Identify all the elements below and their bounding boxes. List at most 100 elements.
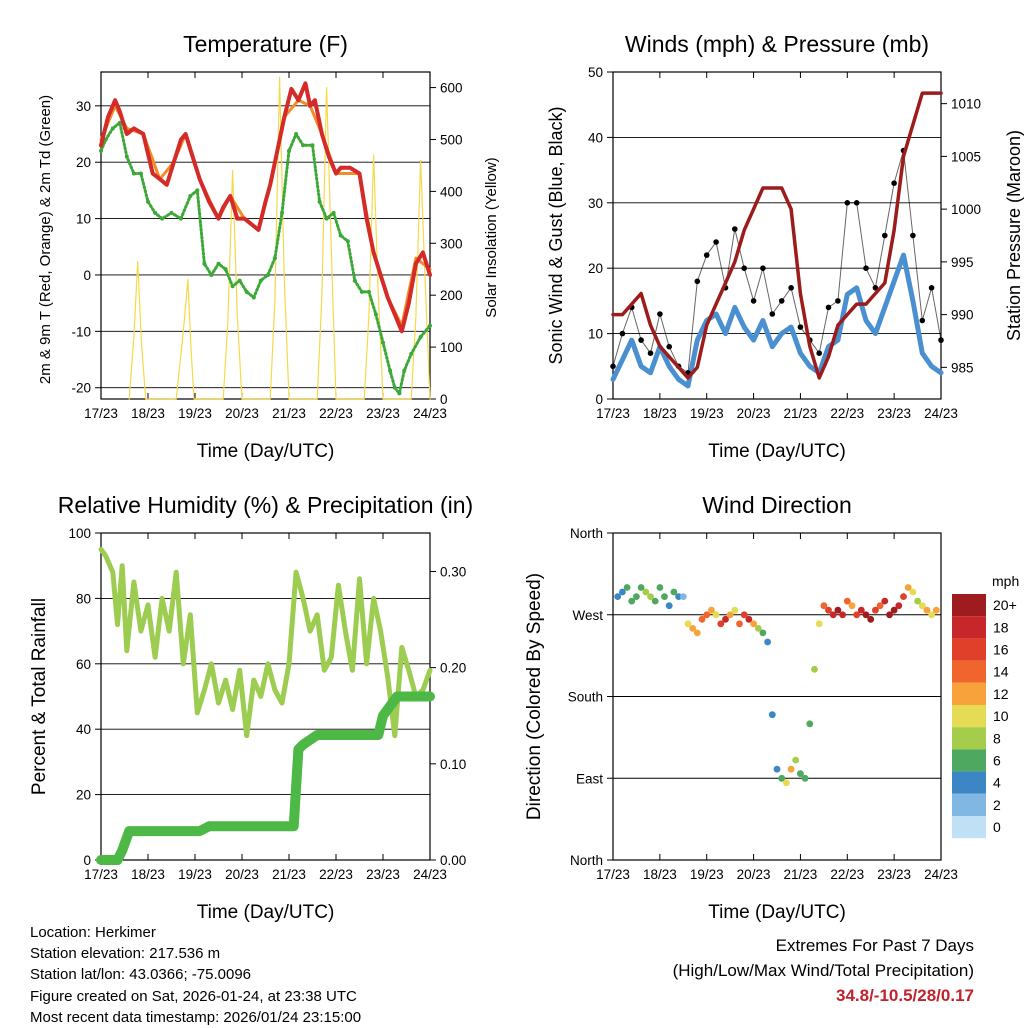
wind-direction-point	[736, 620, 743, 628]
direction-title: Wind Direction	[702, 492, 852, 518]
legend-label: 0	[993, 819, 1001, 835]
legend-swatch	[952, 594, 986, 617]
wind-direction-point	[670, 588, 678, 596]
temperature-x-tick-label: 22/23	[319, 406, 353, 421]
wind-direction-point	[857, 606, 865, 614]
legend-swatch	[952, 660, 986, 683]
extremes-heading: Extremes For Past 7 Days	[775, 936, 974, 955]
direction-x-tick-label: 20/23	[737, 867, 771, 882]
wind-direction-point	[829, 611, 837, 619]
legend-swatch	[952, 816, 986, 839]
wind-direction-point	[932, 606, 940, 614]
temperature-y-tick-label: 30	[76, 99, 91, 114]
dewpoint-point	[265, 273, 270, 277]
wind-direction-point	[900, 593, 907, 600]
temp-9m-line	[99, 98, 432, 328]
extremes-subheading: (High/Low/Max Wind/Total Precipitation)	[672, 961, 974, 980]
winds-title: Winds (mph) & Pressure (mb)	[625, 31, 929, 57]
winds-y-tick-label: 0	[595, 392, 603, 407]
humidity-y2-tick-label: 0.00	[440, 853, 466, 868]
legend-label: 2	[993, 797, 1001, 813]
temperature-y2-tick-label: 0	[440, 392, 448, 407]
dewpoint-point	[418, 335, 423, 339]
dewpoint-point	[294, 132, 299, 136]
direction-x-tick-label: 17/23	[596, 867, 630, 882]
winds-x-tick-label: 19/23	[690, 406, 724, 421]
winds-y2-tick-label: 1000	[951, 202, 981, 217]
wind-direction-point	[876, 602, 884, 610]
direction-x-tick-label: 24/23	[924, 867, 958, 882]
wind-direction-point	[773, 765, 781, 773]
wind-direction-point	[848, 602, 856, 610]
dewpoint-point	[99, 148, 103, 153]
wind-direction-point	[815, 620, 823, 628]
wind-direction-point	[867, 615, 875, 623]
dewpoint-point	[169, 210, 174, 215]
dewpoint-point	[381, 340, 385, 345]
wind-direction-point	[656, 584, 664, 591]
temperature-y-tick-label: -10	[71, 324, 91, 339]
wind-direction-point	[792, 756, 800, 764]
wind-direction-point	[628, 597, 636, 605]
dewpoint-point	[178, 216, 183, 221]
wind-direction-point	[895, 602, 903, 610]
humidity-y2-tick-label: 0.30	[440, 564, 466, 579]
dewpoint-point	[153, 210, 158, 215]
legend-swatch	[952, 771, 986, 794]
wind-direction-point	[698, 615, 706, 623]
wind-direction-point	[684, 620, 692, 628]
extremes-box: Extremes For Past 7 Days (High/Low/Max W…	[673, 933, 974, 1008]
legend-label: 12	[993, 686, 1009, 702]
dewpoint-point	[124, 154, 129, 159]
dewpoint-point	[237, 278, 242, 283]
legend-swatch	[952, 749, 986, 772]
legend-swatch	[952, 793, 986, 816]
direction-y-tick-label: South	[568, 690, 603, 705]
winds-x-tick-label: 17/23	[596, 406, 630, 421]
winds-plot-frame	[612, 71, 942, 400]
station-elevation: Station elevation: 217.536 m	[30, 945, 221, 963]
wind-direction-point	[890, 606, 898, 614]
humidity-title: Relative Humidity (%) & Precipitation (i…	[58, 492, 473, 518]
dewpoint-point	[117, 120, 122, 125]
legend-label: 8	[993, 730, 1001, 746]
wind-direction-point	[637, 584, 645, 591]
wind-direction-point	[928, 611, 935, 619]
dewpoint-point	[331, 210, 336, 215]
legend-label: 4	[993, 775, 1001, 791]
temperature-y2-tick-label: 400	[440, 184, 463, 199]
winds-x-tick-label: 22/23	[830, 406, 864, 421]
temperature-ylabel-left: 2m & 9m T (Red, Orange) & 2m Td (Green)	[37, 95, 54, 384]
dewpoint-point	[428, 323, 432, 328]
station-info: Location: Herkimer Station elevation: 21…	[30, 922, 361, 1028]
dewpoint-point	[188, 194, 193, 198]
winds-xlabel: Time (Day/UTC)	[708, 441, 846, 462]
legend-swatch	[952, 727, 986, 750]
humidity-y-tick-label: 60	[76, 657, 91, 672]
dewpoint-point	[352, 278, 357, 283]
dewpoint-point	[310, 143, 315, 148]
winds-y2-tick-label: 990	[951, 308, 974, 323]
direction-x-tick-label: 21/23	[784, 867, 818, 882]
wind-direction-point	[750, 620, 757, 628]
humidity-y-tick-label: 0	[83, 853, 91, 868]
wind-direction-point	[623, 584, 631, 591]
legend-label: 14	[993, 664, 1009, 680]
wind-direction-point	[689, 625, 697, 632]
humidity-y-tick-label: 20	[76, 788, 91, 803]
dewpoint-point	[373, 312, 378, 317]
wind-direction-point	[614, 593, 622, 600]
extremes-values: 34.8/-10.5/28/0.17	[835, 986, 974, 1005]
humidity-x-tick-label: 22/23	[319, 867, 353, 882]
dewpoint-point	[397, 391, 402, 396]
winds-y2-tick-label: 985	[951, 360, 974, 375]
winds-x-tick-label: 20/23	[737, 406, 771, 421]
winds-y2-tick-label: 1005	[951, 149, 981, 164]
dewpoint-point	[287, 148, 291, 153]
wind-direction-point	[778, 774, 786, 782]
legend-label: 16	[993, 642, 1009, 658]
winds-x-tick-label: 23/23	[877, 406, 911, 421]
wind-direction-point	[872, 606, 879, 614]
temperature-y-tick-label: 0	[83, 268, 91, 283]
humidity-x-tick-label: 21/23	[272, 867, 306, 882]
